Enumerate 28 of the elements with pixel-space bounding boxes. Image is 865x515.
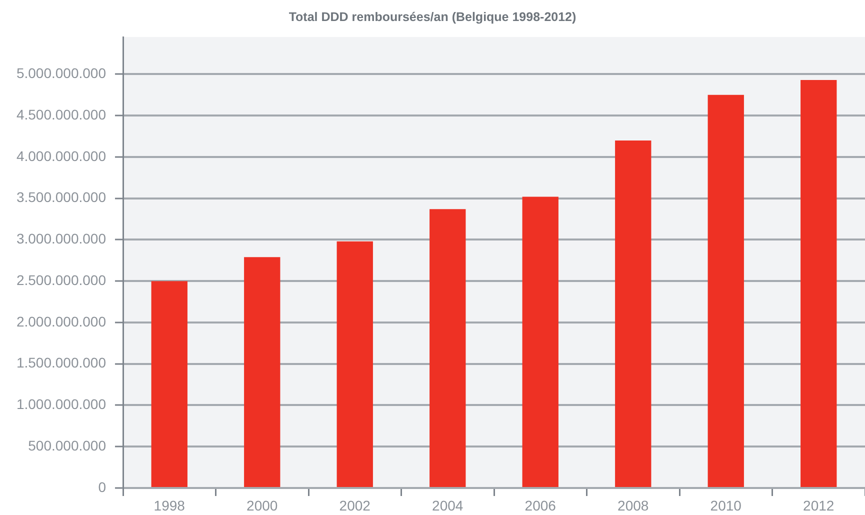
y-tick-label: 0 (98, 478, 106, 495)
y-tick-label: 4.000.000.000 (16, 148, 106, 164)
y-tick-label: 5.000.000.000 (16, 65, 106, 82)
bar (151, 281, 188, 487)
y-tick-label: 1.500.000.000 (16, 354, 106, 371)
x-tick-label: 2008 (618, 497, 649, 514)
x-tick-label: 2012 (803, 497, 834, 514)
bar (430, 209, 466, 487)
bar (615, 140, 652, 487)
chart-title: Total DDD remboursées/an (Belgique 1998-2012) (288, 10, 576, 24)
bar (800, 80, 837, 487)
x-tick-label: 2010 (710, 497, 742, 514)
y-tick-label: 1.000.000.000 (16, 396, 106, 412)
x-tick-label: 2000 (246, 497, 278, 514)
x-tick-label: 2006 (524, 497, 556, 514)
y-tick-label: 3.000.000.000 (16, 230, 106, 247)
bar (522, 196, 558, 487)
y-tick-label: 2.500.000.000 (16, 272, 106, 288)
y-tick-label: 3.500.000.000 (16, 189, 106, 206)
bar (244, 257, 280, 487)
y-tick-label: 2.000.000.000 (16, 313, 106, 330)
bar (708, 94, 744, 487)
x-tick-label: 1998 (154, 497, 186, 514)
y-tick-label: 4.500.000.000 (16, 106, 106, 122)
x-tick-label: 2004 (432, 497, 464, 514)
bar (336, 241, 373, 487)
y-tick-label: 500.000.000 (28, 437, 106, 454)
x-tick-label: 2002 (339, 497, 371, 514)
